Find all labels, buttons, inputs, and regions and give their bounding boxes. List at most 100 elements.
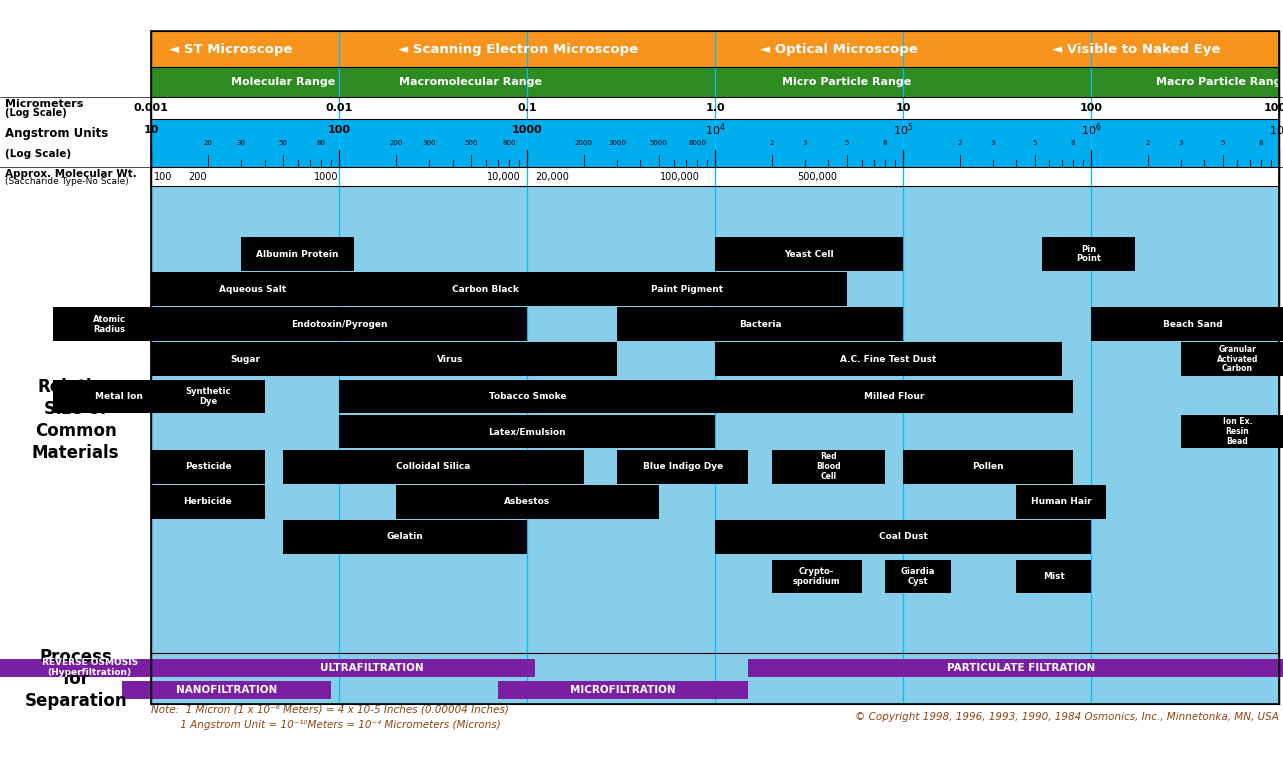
Text: 8: 8: [1259, 140, 1264, 146]
Text: 2: 2: [957, 140, 962, 146]
Bar: [716, 380, 1073, 413]
Bar: [716, 237, 903, 271]
Bar: [282, 449, 584, 483]
Text: 10: 10: [896, 103, 911, 113]
Text: 3: 3: [1179, 140, 1183, 146]
Text: 5: 5: [1220, 140, 1225, 146]
Bar: [151, 653, 1279, 704]
Text: Pesticide: Pesticide: [185, 463, 231, 471]
Bar: [151, 119, 1279, 167]
Text: ◄ Scanning Electron Microscope: ◄ Scanning Electron Microscope: [398, 43, 638, 55]
Text: 10: 10: [144, 124, 159, 134]
Text: A.C. Fine Test Dust: A.C. Fine Test Dust: [840, 354, 937, 364]
Text: Tobacco Smoke: Tobacco Smoke: [489, 392, 566, 401]
Bar: [1092, 308, 1283, 341]
Bar: [396, 485, 658, 518]
Text: 1 Angstrom Unit = 10⁻¹⁰Meters = 10⁻⁴ Micrometers (Microns): 1 Angstrom Unit = 10⁻¹⁰Meters = 10⁻⁴ Mic…: [151, 719, 502, 730]
Text: 5000: 5000: [649, 140, 667, 146]
Text: MICROFILTRATION: MICROFILTRATION: [571, 685, 676, 695]
Bar: [903, 449, 1073, 483]
Text: Pollen: Pollen: [973, 463, 1003, 471]
Bar: [772, 449, 885, 483]
Text: Endotoxin/Pyrogen: Endotoxin/Pyrogen: [291, 320, 387, 329]
Bar: [208, 659, 535, 676]
Text: Relative
Size of
Common
Materials: Relative Size of Common Materials: [32, 377, 119, 463]
Bar: [151, 186, 1279, 653]
Bar: [339, 380, 716, 413]
Text: Blue Indigo Dye: Blue Indigo Dye: [643, 463, 722, 471]
Bar: [151, 485, 264, 518]
Text: 100: 100: [154, 172, 172, 182]
Text: 3: 3: [990, 140, 996, 146]
Bar: [1180, 342, 1283, 376]
Bar: [151, 67, 1279, 97]
Bar: [885, 560, 951, 594]
Text: Virus: Virus: [436, 354, 463, 364]
Text: 0.001: 0.001: [133, 103, 169, 113]
Text: Colloidal Silica: Colloidal Silica: [396, 463, 471, 471]
Bar: [151, 308, 527, 341]
Text: Sugar: Sugar: [231, 354, 260, 364]
Text: 100: 100: [328, 124, 350, 134]
Text: Micro Particle Range: Micro Particle Range: [783, 77, 911, 87]
Text: Coal Dust: Coal Dust: [879, 532, 928, 542]
Text: 8: 8: [1071, 140, 1075, 146]
Text: ◄ Optical Microscope: ◄ Optical Microscope: [760, 43, 917, 55]
Text: Macromolecular Range: Macromolecular Range: [399, 77, 543, 87]
Text: NANOFILTRATION: NANOFILTRATION: [176, 685, 277, 695]
Text: 2: 2: [770, 140, 774, 146]
Text: Albumin Protein: Albumin Protein: [257, 249, 339, 258]
Text: 3000: 3000: [608, 140, 626, 146]
Text: (Log Scale): (Log Scale): [5, 108, 67, 118]
Bar: [748, 659, 1283, 676]
Text: Human Hair: Human Hair: [1032, 497, 1092, 506]
Text: Molecular Range: Molecular Range: [231, 77, 335, 87]
Bar: [1016, 485, 1106, 518]
Text: 50: 50: [278, 140, 287, 146]
Bar: [716, 342, 1062, 376]
Text: Approx. Molecular Wt.: Approx. Molecular Wt.: [5, 169, 137, 179]
Text: Process
for
Separation: Process for Separation: [24, 647, 127, 710]
Text: ◄ ST Microscope: ◄ ST Microscope: [169, 43, 293, 55]
Bar: [772, 560, 861, 594]
Text: Paint Pigment: Paint Pigment: [650, 285, 724, 294]
Text: 800: 800: [503, 140, 516, 146]
Text: Carbon Black: Carbon Black: [452, 285, 520, 294]
Text: 8: 8: [883, 140, 888, 146]
Bar: [122, 681, 331, 699]
Text: 200: 200: [389, 140, 403, 146]
Text: Micrometers: Micrometers: [5, 99, 83, 109]
Bar: [151, 449, 264, 483]
Bar: [354, 272, 617, 306]
Text: Milled Flour: Milled Flour: [863, 392, 924, 401]
Text: Macro Particle Range: Macro Particle Range: [1156, 77, 1283, 87]
Bar: [0, 97, 1283, 119]
Text: Note:  1 Micron (1 x 10⁻⁶ Meters) = 4 x 10-5 Inches (0.00004 Inches): Note: 1 Micron (1 x 10⁻⁶ Meters) = 4 x 1…: [151, 704, 509, 715]
Text: 80: 80: [317, 140, 326, 146]
Text: (Log Scale): (Log Scale): [5, 149, 72, 159]
Text: 500,000: 500,000: [798, 172, 838, 182]
Text: 1000: 1000: [512, 124, 543, 134]
Text: 5: 5: [1033, 140, 1037, 146]
Text: 2000: 2000: [575, 140, 593, 146]
Text: Asbestos: Asbestos: [504, 497, 550, 506]
Text: Angstrom Units: Angstrom Units: [5, 127, 108, 140]
Text: 100,000: 100,000: [661, 172, 701, 182]
Bar: [0, 659, 216, 676]
Text: Red
Blood
Cell: Red Blood Cell: [816, 453, 840, 481]
Bar: [1042, 237, 1134, 271]
Text: Bacteria: Bacteria: [739, 320, 781, 329]
Text: (Saccharide Type-No Scale): (Saccharide Type-No Scale): [5, 177, 128, 186]
Bar: [1016, 560, 1092, 594]
Text: 1000: 1000: [1264, 103, 1283, 113]
Text: Ionic Range: Ionic Range: [17, 77, 90, 87]
Text: 0.1: 0.1: [517, 103, 538, 113]
Bar: [241, 237, 354, 271]
Bar: [527, 272, 847, 306]
Bar: [1180, 415, 1283, 449]
Text: PARTICULATE FILTRATION: PARTICULATE FILTRATION: [947, 663, 1096, 673]
Text: 100: 100: [1080, 103, 1102, 113]
Text: 8000: 8000: [688, 140, 706, 146]
Bar: [53, 380, 185, 413]
Text: Herbicide: Herbicide: [183, 497, 232, 506]
